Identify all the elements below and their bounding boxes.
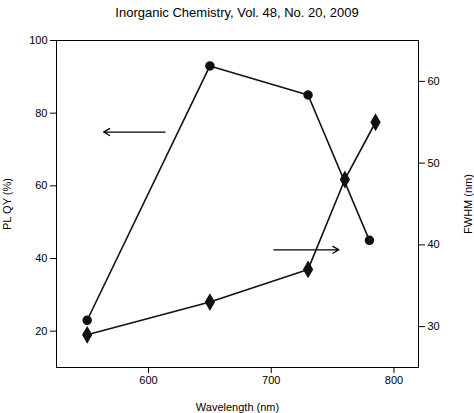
svg-text:20: 20 (35, 325, 47, 337)
html-text:Inorganic Chemistry, Vol. 48,: Inorganic Chemistry, Vol. 48, No. 20, 20… (115, 5, 359, 20)
svg-text:FWHM (nm): FWHM (nm) (462, 174, 474, 234)
svg-text:80: 80 (35, 107, 47, 119)
svg-text:60: 60 (35, 179, 47, 191)
svg-text:40: 40 (428, 238, 440, 250)
svg-text:30: 30 (428, 320, 440, 332)
svg-text:100: 100 (29, 34, 47, 46)
svg-text:Wavelength (nm): Wavelength (nm) (196, 401, 279, 413)
svg-text:700: 700 (262, 374, 280, 386)
svg-text:50: 50 (428, 157, 440, 169)
svg-text:800: 800 (385, 374, 403, 386)
svg-text:40: 40 (35, 252, 47, 264)
svg-text:PL QY (%): PL QY (%) (1, 178, 13, 230)
svg-text:600: 600 (139, 374, 157, 386)
svg-text:60: 60 (428, 75, 440, 87)
